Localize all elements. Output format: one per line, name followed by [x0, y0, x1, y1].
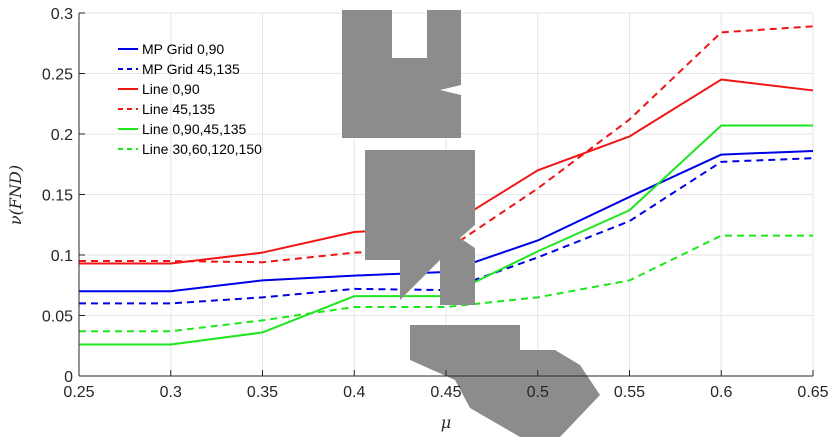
axes: 0.25 0.3 0.35 0.4 0.45 0.5 0.55 0.6 0.65 0 0.05 0.1…	[6, 6, 829, 432]
x-tick-label: 0.55	[614, 384, 645, 401]
overlay-letter-a-bottom	[410, 325, 600, 437]
x-tick-label: 0.25	[63, 384, 94, 401]
legend-entry-5: Line 0,90,45,135	[142, 121, 247, 137]
x-tick-label: 0.65	[797, 384, 828, 401]
y-axis-label: ν(FND)	[6, 165, 25, 225]
series-line-6	[79, 234, 813, 333]
x-tick-label: 0.45	[430, 384, 461, 401]
watermark-overlay	[342, 10, 600, 437]
y-tick-label: 0.1	[51, 248, 73, 265]
series-line-4	[79, 25, 814, 264]
y-tick-label: 0.15	[42, 188, 73, 205]
y-tick-label: 0	[64, 369, 73, 386]
legend-entry-1: MP Grid 0,90	[142, 41, 224, 57]
x-tick-label: 0.3	[160, 384, 182, 401]
series-line-2	[79, 157, 814, 305]
x-tick-label: 0.35	[247, 384, 278, 401]
legend-entry-2: MP Grid 45,135	[142, 61, 240, 77]
x-axis-label: μ	[441, 413, 451, 432]
y-tick-label: 0.05	[42, 309, 73, 326]
x-tick-label: 0.5	[527, 384, 549, 401]
y-tick-label: 0.3	[51, 6, 73, 23]
overlay-letter-r-top	[342, 10, 461, 138]
legend-entry-3: Line 0,90	[142, 81, 200, 97]
legend-entry-6: Line 30,60,120,150	[142, 141, 262, 157]
legend: MP Grid 0,90 MP Grid 45,135 Line 0,90 Line …	[118, 41, 262, 157]
y-tick-label: 0.2	[51, 127, 73, 144]
overlay-letter-r-middle	[365, 150, 475, 305]
legend-entry-4: Line 45,135	[142, 101, 215, 117]
y-tick-label: 0.25	[42, 67, 73, 84]
x-tick-label: 0.4	[343, 384, 365, 401]
x-tick-label: 0.6	[710, 384, 732, 401]
